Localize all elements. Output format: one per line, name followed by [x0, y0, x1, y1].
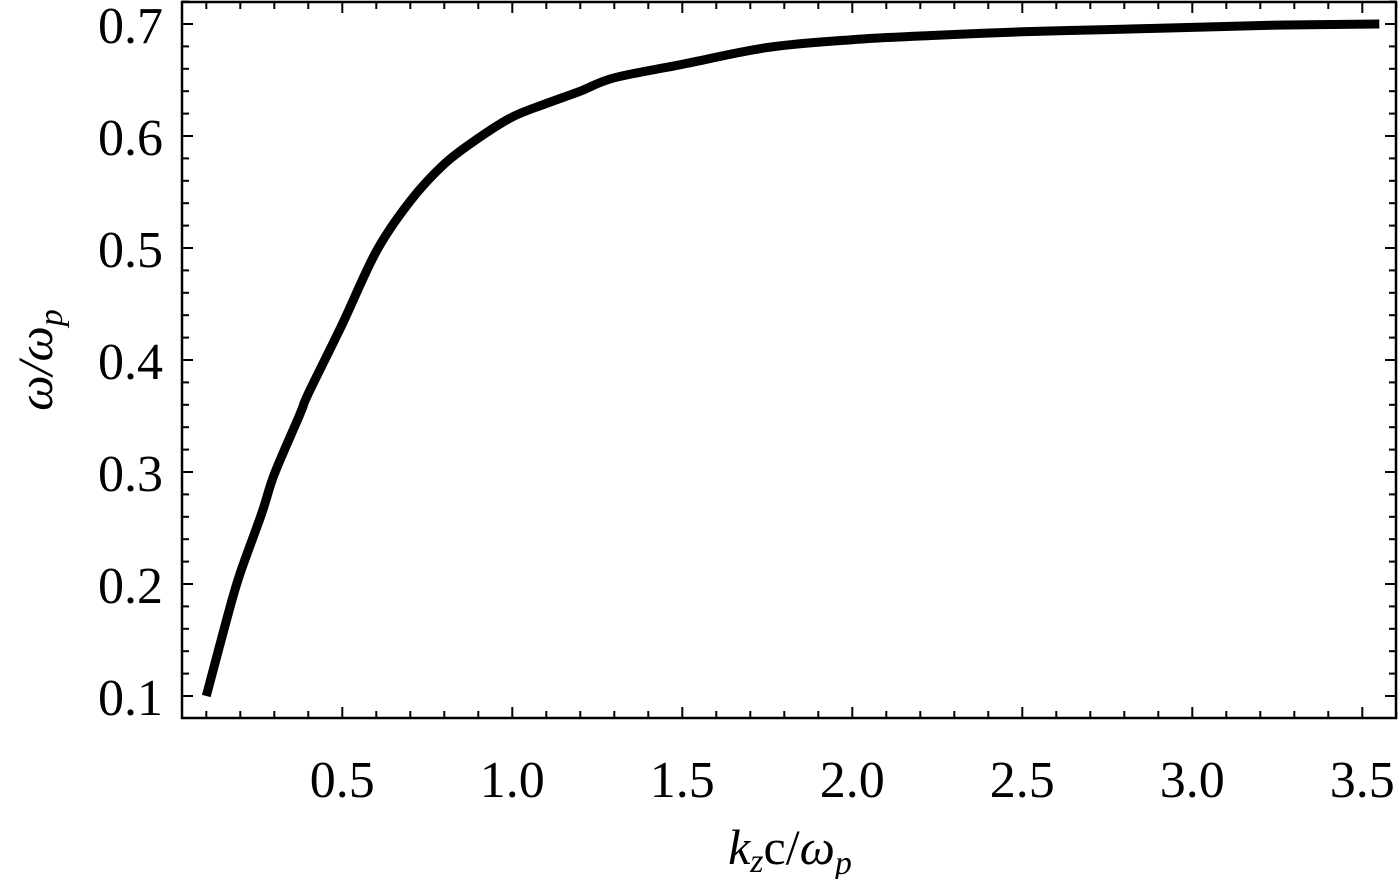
x-axis-title-omega-sub: p — [833, 845, 852, 879]
y-axis-title: ω/ωp — [7, 309, 70, 411]
y-tick-label: 0.4 — [98, 334, 163, 391]
axis-ticks — [182, 0, 1398, 718]
x-tick-label: 1.5 — [650, 752, 715, 809]
y-tick-label: 0.1 — [98, 670, 163, 727]
y-tick-label: 0.2 — [98, 558, 163, 615]
x-tick-label: 3.0 — [1160, 752, 1225, 809]
y-tick-label: 0.7 — [98, 0, 163, 55]
dispersion-curve — [201, 19, 1380, 698]
x-axis-title-k-sub: z — [749, 843, 763, 879]
y-tick-label: 0.5 — [98, 222, 163, 279]
x-tick-label: 2.5 — [990, 752, 1055, 809]
x-tick-label: 1.0 — [480, 752, 545, 809]
y-axis-title-omega: ω — [7, 326, 63, 361]
y-axis-title-omega-sub: p — [33, 309, 70, 328]
x-tick-label: 3.5 — [1330, 752, 1395, 809]
y-tick-label: 0.6 — [98, 110, 163, 167]
x-axis-title-k: k — [728, 819, 751, 875]
y-tick-label: 0.3 — [98, 446, 163, 503]
x-tick-label: 0.5 — [310, 752, 375, 809]
x-tick-label: 2.0 — [820, 752, 885, 809]
x-axis-title-omega: ω — [800, 819, 835, 875]
axis-tick-labels: 0.5 1.0 1.5 2.0 2.5 3.0 3.5 0.1 0.2 0.3 0.4 0.5 0.6 0… — [98, 0, 1395, 809]
x-axis-title: kzc/ωp — [728, 819, 852, 879]
x-axis-title-rest: c/ — [764, 819, 800, 875]
y-axis-title-num: ω/ — [7, 357, 63, 410]
plot-frame — [180, 0, 1398, 720]
